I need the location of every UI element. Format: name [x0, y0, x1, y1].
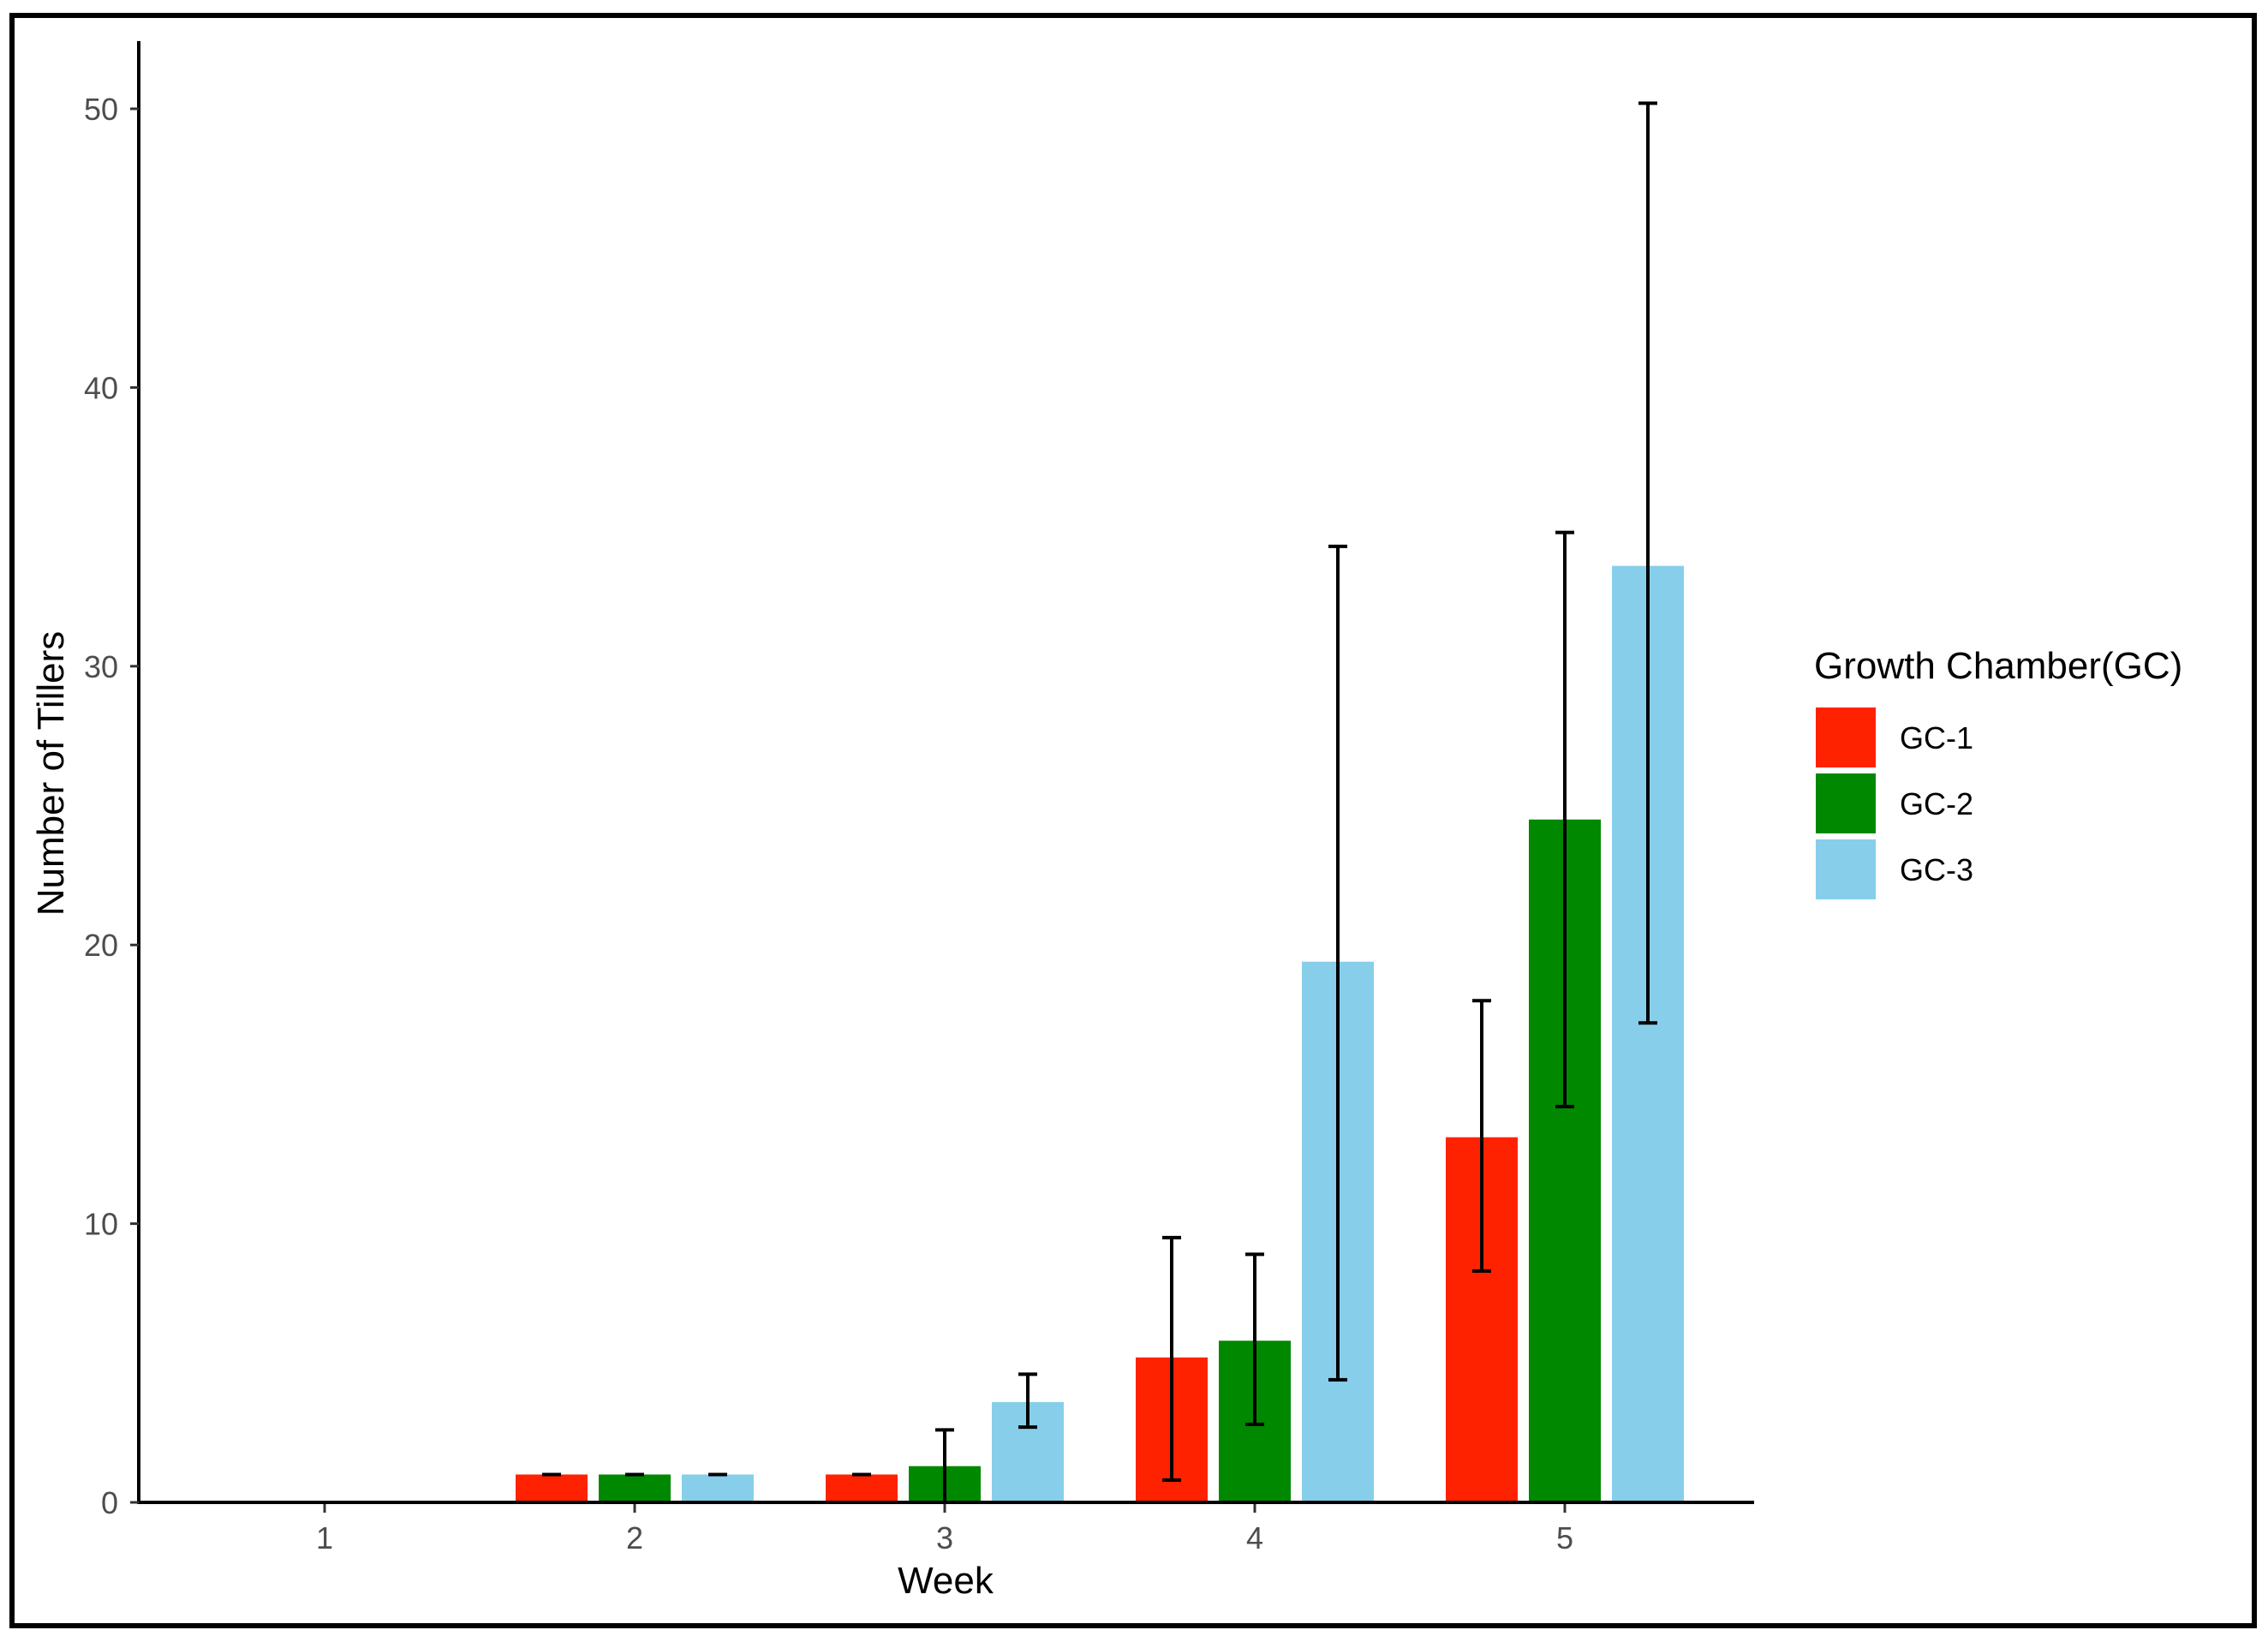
error-bar-gc-3-week-3: [1018, 1372, 1037, 1430]
x-tick-label: 4: [1246, 1520, 1263, 1555]
legend-title: Growth Chamber(GC): [1814, 645, 2182, 687]
x-tick-label: 5: [1556, 1520, 1573, 1555]
error-bar-gc-3-week-4: [1328, 544, 1347, 1382]
figure-frame: [9, 13, 2257, 1628]
legend-swatch-gc-3: [1816, 839, 1876, 899]
error-bar-gc-2-week-5: [1555, 530, 1574, 1108]
error-bars-layer: [232, 101, 1657, 1504]
x-tick-label: 2: [626, 1520, 643, 1555]
legend-label-gc-2: GC-2: [1900, 786, 1973, 821]
error-bar-gc-2-week-4: [1245, 1252, 1264, 1426]
y-axis-title: Number of Tillers: [30, 631, 72, 917]
y-tick-label: 0: [101, 1485, 118, 1520]
y-tick-labels: 0 10 20 30 40 50: [84, 92, 139, 1520]
y-tick-label: 10: [84, 1207, 118, 1242]
legend-label-gc-1: GC-1: [1900, 720, 1973, 755]
legend-label-gc-3: GC-3: [1900, 852, 1973, 887]
y-tick-label: 30: [84, 649, 118, 684]
error-bar-gc-1-week-4: [1162, 1235, 1181, 1482]
legend-swatch-gc-2: [1816, 773, 1876, 833]
y-tick-label: 20: [84, 928, 118, 963]
y-tick-label: 50: [84, 92, 118, 127]
bar-gc-1-week-3: [826, 1474, 898, 1502]
x-tick-labels: 1 2 3 4 5: [316, 1504, 1573, 1555]
bar-gc-2-week-2: [599, 1474, 671, 1502]
x-axis-title: Week: [898, 1560, 994, 1602]
y-tick-label: 40: [84, 370, 118, 405]
error-bar-gc-1-week-5: [1472, 999, 1491, 1273]
x-tick-label: 1: [316, 1520, 333, 1555]
bars-layer: [516, 565, 1684, 1502]
error-bar-gc-3-week-5: [1638, 101, 1657, 1025]
bar-gc-3-week-2: [682, 1474, 754, 1502]
legend: Growth Chamber(GC) GC-1 GC-2 GC-3: [1814, 645, 2182, 899]
legend-swatch-gc-1: [1816, 708, 1876, 767]
bar-gc-1-week-2: [516, 1474, 588, 1502]
x-tick-label: 3: [936, 1520, 953, 1555]
